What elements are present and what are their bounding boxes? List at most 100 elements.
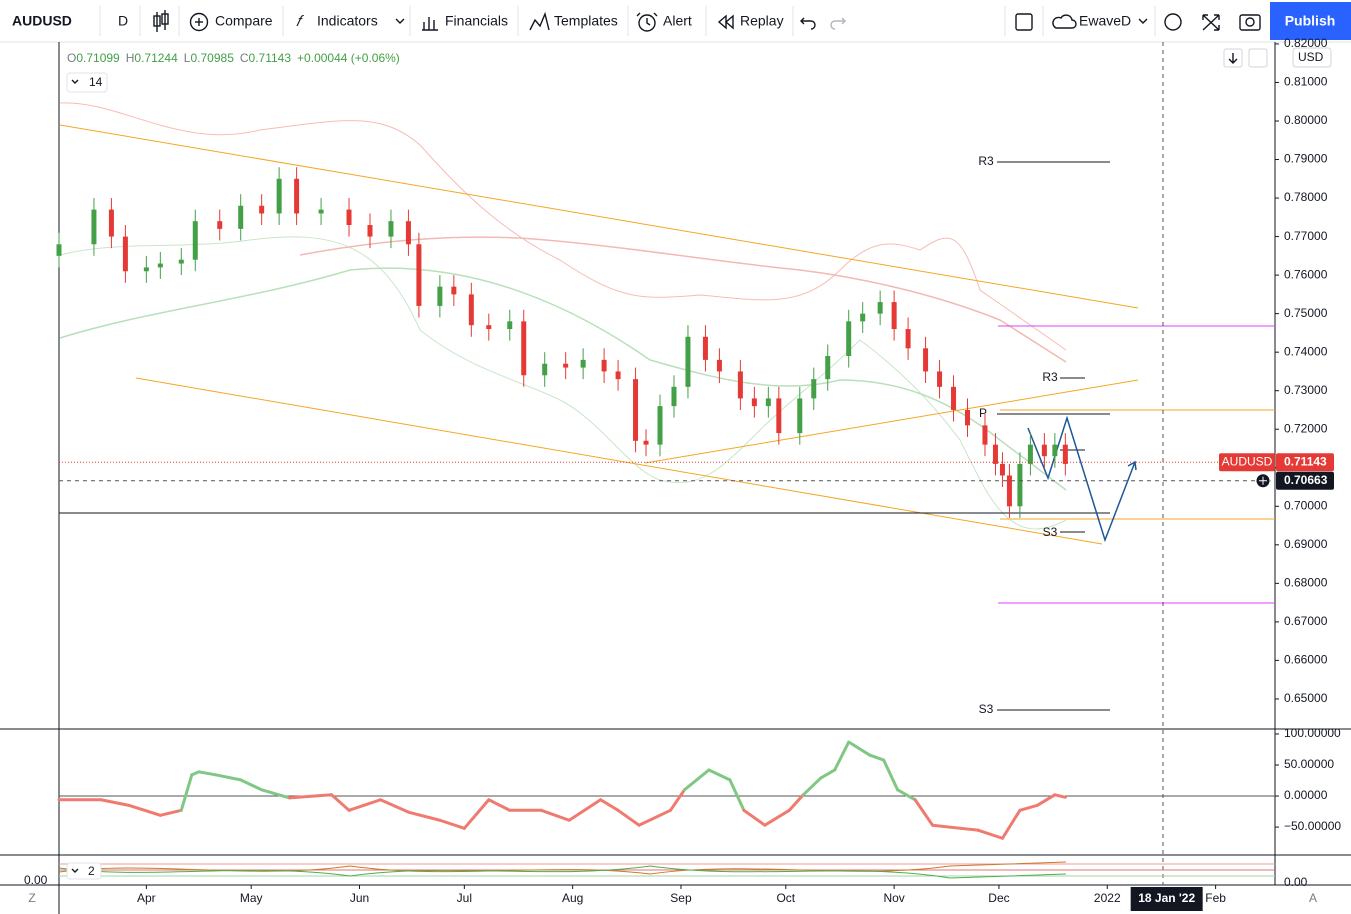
x-tick-label: Aug xyxy=(562,891,583,905)
fullscreen-icon[interactable] xyxy=(1202,14,1220,31)
alert-icon[interactable] xyxy=(636,12,658,32)
candle-body xyxy=(157,263,163,268)
y-tick-label: 0.81000 xyxy=(1284,75,1328,89)
oscillator-segment xyxy=(567,798,603,822)
y-tick-label: 0.79000 xyxy=(1284,152,1328,166)
oscillator-segment xyxy=(819,768,837,780)
oscillator-segment xyxy=(1018,803,1039,812)
candle-body xyxy=(1052,444,1058,457)
financials-icon[interactable] xyxy=(422,17,438,31)
compare-icon[interactable] xyxy=(189,12,209,32)
candle-body xyxy=(178,259,184,264)
redo-icon[interactable] xyxy=(830,17,846,30)
oscillator-segment xyxy=(959,826,980,832)
oscillator-segment xyxy=(763,808,791,827)
toolbar-item[interactable]: Replay xyxy=(740,13,784,29)
settings-icon[interactable] xyxy=(1164,13,1182,31)
toggle-arrow[interactable] xyxy=(71,868,79,873)
projection-path xyxy=(1027,415,1136,543)
candle-body xyxy=(643,440,649,445)
y-tick-label: 0.82000 xyxy=(1284,36,1328,50)
oscillator-segment xyxy=(127,803,162,817)
candle-body xyxy=(982,425,988,445)
cloud-icon[interactable] xyxy=(1052,14,1077,29)
toolbar-item[interactable]: Compare xyxy=(215,13,273,29)
price-tag xyxy=(1276,453,1334,472)
candle-body xyxy=(56,244,62,256)
undo-icon[interactable] xyxy=(800,17,816,30)
legend-key: L xyxy=(184,51,191,65)
legend-change: +0.00044 (+0.06%) xyxy=(297,51,400,65)
candle-body xyxy=(716,359,722,372)
x-tick-label: May xyxy=(240,891,263,905)
indicator-toggle[interactable] xyxy=(66,72,108,93)
oscillator-segment xyxy=(539,808,571,822)
currency-button[interactable] xyxy=(1292,47,1332,68)
chart-style-icon[interactable] xyxy=(153,10,169,32)
candle-body xyxy=(542,363,548,376)
symbol[interactable]: AUDUSD xyxy=(12,13,72,29)
toggle-arrow[interactable] xyxy=(71,79,79,84)
replay-icon[interactable] xyxy=(717,14,734,30)
lower-pane-value: 0.00 xyxy=(24,873,48,887)
oscillator-segment xyxy=(742,808,767,827)
refresh-button[interactable] xyxy=(1248,48,1268,68)
candle-body xyxy=(905,329,911,349)
oscillator-segment xyxy=(976,828,1004,840)
snapshot-icon[interactable] xyxy=(1239,14,1261,31)
candle-body xyxy=(737,371,743,399)
y-tick-label: 0.73000 xyxy=(1284,383,1328,397)
interval[interactable]: D xyxy=(118,13,128,29)
legend-value: 0.71099 xyxy=(76,51,120,65)
layout-name[interactable]: EwaveD xyxy=(1079,13,1131,29)
x-tick-label: 2022 xyxy=(1094,891,1121,905)
templates-icon[interactable] xyxy=(529,11,550,31)
currency[interactable]: USD xyxy=(1298,50,1324,64)
toolbar-item[interactable]: Indicators xyxy=(317,13,378,29)
oscillator-segment xyxy=(179,773,194,812)
publish-button[interactable] xyxy=(1270,2,1351,40)
candle-body xyxy=(992,444,998,464)
toolbar-item[interactable]: Financials xyxy=(445,13,508,29)
y-tick-label: 0.69000 xyxy=(1284,537,1328,551)
x-tick-label: Nov xyxy=(883,891,904,905)
indicators-icon[interactable]: 𝑓 xyxy=(296,13,305,30)
toolbar-item[interactable]: Alert xyxy=(663,13,692,29)
candle-body xyxy=(657,406,663,445)
dropdown-icon[interactable] xyxy=(1138,18,1148,24)
y-tick-label: 0.74000 xyxy=(1284,344,1328,358)
indicator-count[interactable]: 14 xyxy=(89,75,103,89)
ohlc-legend: O 0.71099 H 0.71244 L 0.70985 C 0.71143 +0.00044… xyxy=(67,51,400,65)
candle-body xyxy=(615,371,621,380)
candle-body xyxy=(521,321,527,376)
y-tick-label: 0.70000 xyxy=(1284,498,1328,512)
trend-line xyxy=(59,124,1139,309)
oscillator-segment xyxy=(847,740,872,757)
price-tag-value: 0.70663 xyxy=(1284,473,1328,487)
down-arrow[interactable] xyxy=(1228,53,1238,64)
oscillator-segment xyxy=(616,808,641,827)
candle-body xyxy=(294,178,300,214)
oscillator-segment xyxy=(487,798,512,812)
indicator-toggle[interactable] xyxy=(66,862,102,880)
legend-key: O xyxy=(67,51,76,65)
oscillator-segment xyxy=(728,778,746,812)
candle-body xyxy=(877,302,883,314)
oscillator-segment xyxy=(868,753,886,762)
oscillator-segment xyxy=(882,758,900,792)
x-tick-label: Oct xyxy=(776,891,795,905)
corner-button[interactable]: Z xyxy=(28,891,35,905)
toolbar-item[interactable]: Templates xyxy=(554,13,618,29)
dropdown-icon[interactable] xyxy=(395,18,405,24)
candle-body xyxy=(507,321,513,330)
fullscreen-layout-icon[interactable] xyxy=(1015,13,1033,31)
y-tick-label: 0.00000 xyxy=(1284,788,1328,802)
pivot-label: P xyxy=(979,406,987,420)
candle-body xyxy=(346,209,352,226)
corner-button[interactable]: A xyxy=(1309,891,1317,905)
lower-pane-oscillator xyxy=(58,861,1067,875)
publish-label[interactable]: Publish xyxy=(1285,13,1336,29)
pivot-label: S3 xyxy=(1043,525,1058,539)
legend-value: 0.71143 xyxy=(249,51,292,65)
indicator-count[interactable]: 2 xyxy=(88,864,95,878)
